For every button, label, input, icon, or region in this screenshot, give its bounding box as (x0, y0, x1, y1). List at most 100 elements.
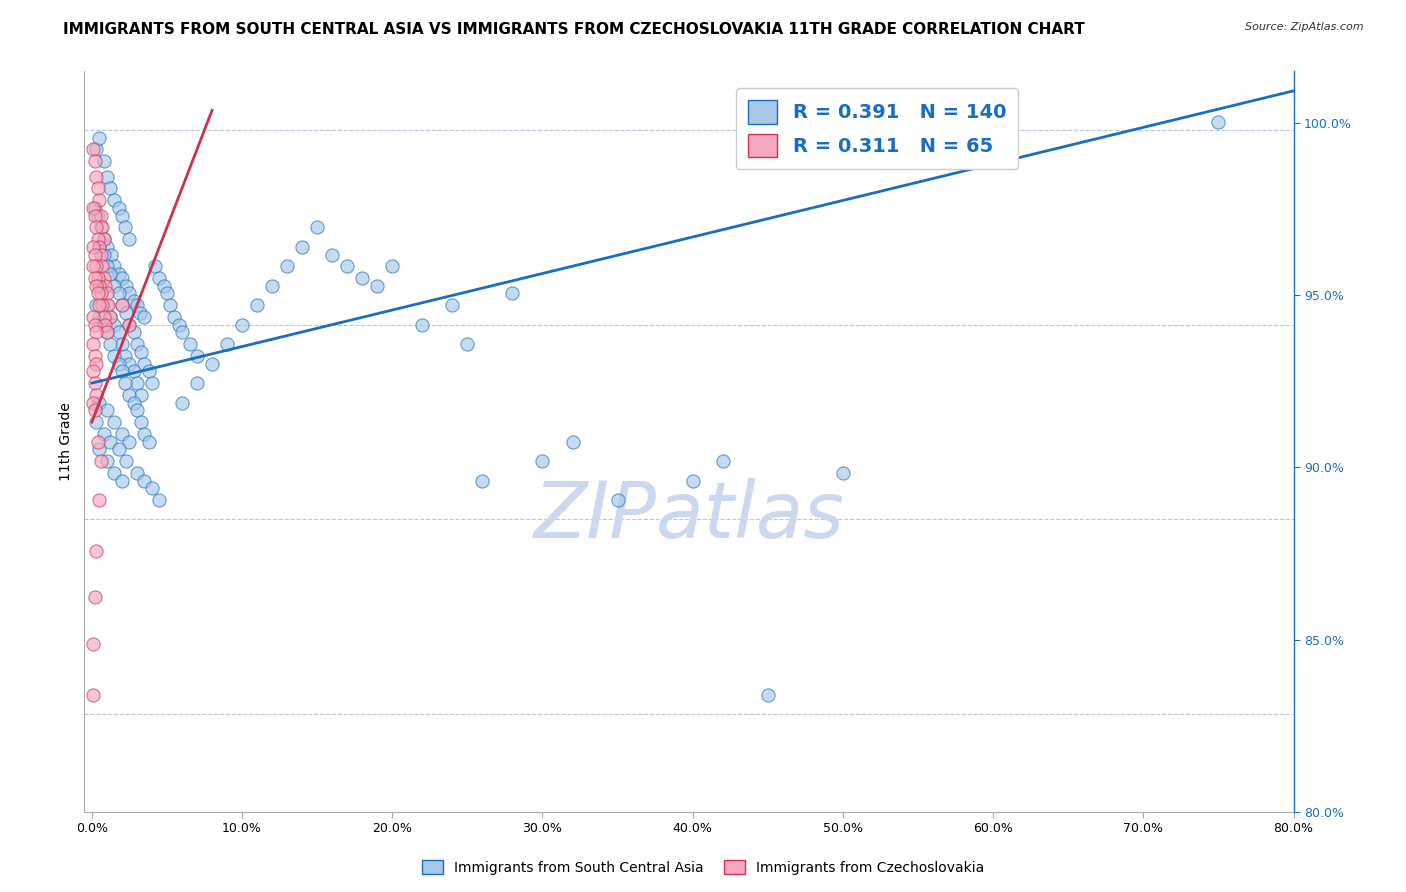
Point (83, 349, 105, 363)
Point (111, 474, 134, 488)
Point (87, 286, 110, 301)
Point (94, 318, 117, 332)
Point (108, 326, 131, 340)
Point (93, 310, 115, 324)
Point (86, 326, 108, 340)
Point (131, 415, 153, 429)
Point (134, 426, 156, 441)
Point (90, 454, 112, 468)
Point (93, 247, 115, 261)
Point (93, 232, 115, 246)
Point (91, 220, 114, 235)
Point (83, 318, 105, 332)
Point (111, 209, 134, 223)
Point (141, 376, 163, 390)
Point (89, 442, 111, 457)
Point (103, 259, 125, 273)
Point (103, 466, 125, 480)
Point (276, 259, 298, 273)
Point (163, 310, 186, 324)
Point (93, 318, 115, 332)
Point (118, 357, 141, 371)
Point (118, 286, 141, 301)
Point (93, 153, 115, 168)
Point (561, 434, 583, 449)
Point (86, 169, 108, 184)
Point (111, 426, 134, 441)
Point (186, 349, 208, 363)
Point (262, 278, 284, 293)
Point (118, 232, 141, 246)
Point (86, 357, 108, 371)
Point (98, 310, 121, 324)
Point (321, 247, 343, 261)
Point (138, 364, 160, 378)
Point (186, 376, 208, 390)
Point (82, 637, 104, 651)
Point (82, 688, 104, 702)
Point (159, 298, 181, 312)
Point (131, 345, 153, 359)
Point (89, 395, 111, 409)
Point (115, 454, 138, 468)
Point (118, 388, 141, 402)
Point (134, 310, 156, 324)
Point (141, 481, 163, 495)
Point (82, 259, 104, 273)
Point (90, 247, 112, 261)
Point (118, 434, 141, 449)
Point (82, 395, 104, 409)
Point (170, 395, 193, 409)
Point (103, 278, 125, 293)
Point (201, 357, 224, 371)
Point (134, 474, 156, 488)
Point (83, 376, 105, 390)
Point (87, 434, 110, 449)
Point (90, 286, 112, 301)
Legend: R = 0.391   N = 140, R = 0.311   N = 65: R = 0.391 N = 140, R = 0.311 N = 65 (737, 88, 1018, 169)
Point (108, 201, 131, 215)
Point (134, 357, 156, 371)
Point (115, 306, 138, 320)
Point (606, 493, 628, 508)
Point (111, 298, 134, 312)
Point (336, 259, 359, 273)
Point (86, 142, 108, 156)
Point (96, 169, 118, 184)
Point (86, 220, 108, 235)
Point (291, 240, 314, 254)
Point (83, 201, 105, 215)
Point (89, 240, 111, 254)
Point (114, 220, 136, 235)
Point (96, 454, 118, 468)
Point (96, 240, 118, 254)
Point (125, 466, 148, 480)
Point (91, 298, 114, 312)
Point (108, 267, 131, 281)
Point (86, 259, 108, 273)
Point (97, 298, 120, 312)
Point (215, 337, 238, 351)
Point (246, 298, 269, 312)
Point (118, 318, 141, 332)
Point (103, 415, 125, 429)
Point (94, 278, 117, 293)
Point (111, 337, 134, 351)
Point (143, 259, 166, 273)
Point (89, 493, 111, 508)
Point (96, 298, 118, 312)
Point (108, 442, 131, 457)
Point (98, 434, 121, 449)
Point (89, 193, 111, 207)
Point (501, 286, 523, 301)
Point (98, 267, 121, 281)
Point (125, 376, 148, 390)
Point (125, 337, 148, 351)
Text: ZIPatlas: ZIPatlas (533, 477, 845, 554)
Point (108, 357, 131, 371)
Point (711, 454, 734, 468)
Point (103, 193, 125, 207)
Point (96, 403, 118, 417)
Point (115, 278, 138, 293)
Point (86, 298, 108, 312)
